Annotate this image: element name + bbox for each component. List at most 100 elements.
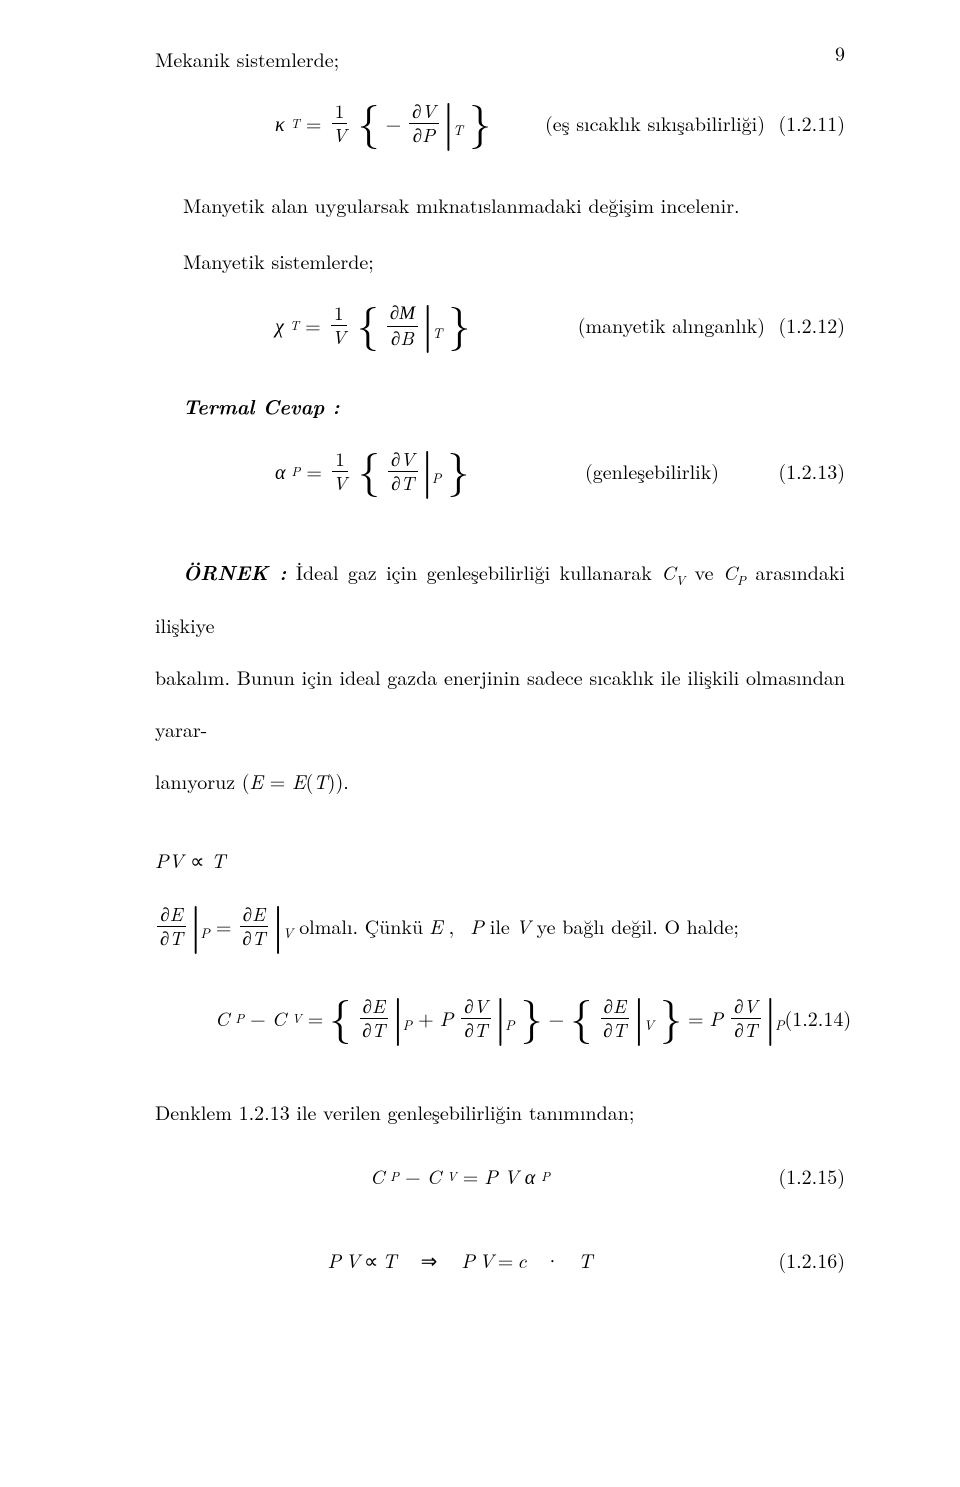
dE-dT-V: ∂E ∂T | V <box>237 904 293 949</box>
sub-T: T <box>291 111 300 136</box>
eq-number: (1.2.14) <box>784 999 851 1037</box>
sub-P: P <box>292 459 301 484</box>
dV-dT-P: ∂V ∂T |P <box>459 996 514 1041</box>
vbar-icon: | <box>421 302 434 340</box>
den: V <box>329 326 349 348</box>
C2: C <box>427 1157 441 1195</box>
equation-1-2-12: χT = 1 V { ∂M ∂B | T } (manyetik alıngan… <box>155 296 845 354</box>
ornek-paragraph: ÖRNEK : İdeal gaz için genleşebilirliği … <box>155 546 845 807</box>
lbrace-icon: { <box>329 995 351 1035</box>
heading-termal: Termal Cevap : <box>155 388 845 426</box>
CV: C <box>661 557 675 586</box>
P: P <box>484 1157 498 1195</box>
equals: = <box>216 907 232 945</box>
ornek-line3: lanıyoruz (E = E(T)). <box>155 755 349 807</box>
d2: ∂ <box>413 121 422 148</box>
equals: = <box>306 452 322 490</box>
den: V <box>330 472 350 494</box>
dE-dT-P: ∂E ∂T |P <box>357 996 412 1041</box>
CP: C <box>723 557 737 586</box>
equals: = <box>463 1157 479 1195</box>
propto-icon: ∝ <box>190 845 204 874</box>
eq-body: CP − CV = { ∂E ∂T |P + P ∂V ∂T |P } <box>155 996 784 1041</box>
equation-1-2-16: PV ∝ T ⇒ PV = c · T (1.2.16) <box>155 1231 845 1289</box>
alpha: α <box>525 1157 536 1195</box>
alpha: α <box>275 452 286 490</box>
subP: P <box>235 1006 244 1031</box>
equals: = <box>305 306 321 344</box>
partial-V-P: ∂V ∂P | T <box>407 101 463 146</box>
dE-dT-V: ∂E ∂T |V <box>598 996 654 1041</box>
eq-number: (1.2.11) <box>765 104 845 142</box>
C: C <box>370 1157 384 1195</box>
P2: P <box>710 999 724 1037</box>
frac-1-V: 1 V <box>330 449 350 494</box>
d2: ∂ <box>391 469 400 496</box>
kappa: κ <box>275 104 285 142</box>
eq-number: (1.2.12) <box>765 306 845 344</box>
V: V <box>516 907 531 945</box>
eq-body: κT = 1 V { − ∂V ∂P | T } <box>155 101 515 146</box>
eq-body: PV ∝ T ⇒ PV = c · T <box>155 1241 765 1279</box>
eq-body: CP − CV = PVαP <box>155 1157 765 1195</box>
minus: − <box>386 104 402 142</box>
denklem-line: Denklem 1.2.13 ile verilen genleşebilirl… <box>155 1093 845 1131</box>
T: T <box>211 845 225 874</box>
subV: V <box>292 1006 302 1031</box>
pv-propto-T: PV ∝ T <box>155 841 845 879</box>
C2: C <box>272 999 286 1037</box>
olma2: ile <box>490 907 510 945</box>
C: C <box>215 999 229 1037</box>
rbrace-icon: } <box>447 448 469 488</box>
eq-number: (1.2.15) <box>765 1157 845 1195</box>
equation-1-2-13: αP = 1 V { ∂V ∂T | P } (genleşebilirlik)… <box>155 442 845 500</box>
ornek-line2: bakalım. Bunun için ideal gazda enerjini… <box>155 651 845 755</box>
dV-dT-P2: ∂V ∂T |P <box>729 996 784 1041</box>
Mcal: M <box>399 303 415 324</box>
olma: olmalı. Çünkü <box>299 907 423 945</box>
eq-annotation: (manyetik alınganlık) <box>548 306 765 344</box>
page-number: 9 <box>835 34 845 72</box>
p1: P <box>422 121 435 148</box>
sub-T: T <box>290 313 299 338</box>
page-container: 9 Mekanik sistemlerde; κT = 1 V { − ∂V ∂… <box>0 0 960 1487</box>
equals: = <box>308 999 324 1037</box>
heading-manyetik: Manyetik sistemlerde; <box>155 242 845 280</box>
lbrace-icon: { <box>358 448 380 488</box>
equation-1-2-15: CP − CV = PVαP (1.2.15) <box>155 1147 845 1205</box>
chi: χ <box>275 306 284 344</box>
P: P <box>470 907 484 945</box>
E: E <box>429 907 443 945</box>
den: V <box>329 124 349 146</box>
rhs: PV = c · T <box>461 1241 592 1279</box>
para-manyetik: Manyetik alan uygularsak mıknatıslanmada… <box>155 186 845 224</box>
eq-number: (1.2.13) <box>765 452 845 490</box>
partial-V-T: ∂V ∂T | P <box>386 449 441 494</box>
d1: ∂ <box>390 298 399 325</box>
subP: P <box>737 570 746 589</box>
subP: P <box>390 1164 399 1189</box>
rbrace2-icon: } <box>660 995 682 1035</box>
ornek-b2: ve <box>685 557 723 586</box>
heading-mekanik: Mekanik sistemlerde; <box>155 40 845 78</box>
d2: ∂ <box>391 324 400 351</box>
P: P <box>440 999 454 1037</box>
rbrace-icon: } <box>469 100 491 140</box>
vbar-icon: | <box>421 448 434 486</box>
equation-1-2-11: κT = 1 V { − ∂V ∂P | T } (eş sıcaklık sı… <box>155 94 845 152</box>
lbrace-icon: { <box>358 100 380 140</box>
eq-annotation: (eş sıcaklık sıkışabilirliği) <box>515 104 765 142</box>
subV: V <box>447 1164 457 1189</box>
arrow-icon: ⇒ <box>421 1241 438 1279</box>
T: T <box>401 469 415 496</box>
minus2: − <box>549 999 565 1037</box>
ornek-b1: İdeal gaz için genleşebilirliği kullanar… <box>286 557 661 586</box>
partial-M-B: ∂M ∂B | T <box>385 302 443 349</box>
frac-1-V: 1 V <box>329 303 349 348</box>
V: V <box>169 845 184 874</box>
eq-body: ∂E ∂T | P = ∂E ∂T | V olmalı. Çünkü E, P… <box>155 904 739 949</box>
lbrace-icon: { <box>357 302 379 342</box>
equation-1-2-14: CP − CV = { ∂E ∂T |P + P ∂V ∂T |P } <box>155 989 845 1047</box>
frac-1-V: 1 V <box>329 101 349 146</box>
vbar-icon: | <box>442 100 455 138</box>
